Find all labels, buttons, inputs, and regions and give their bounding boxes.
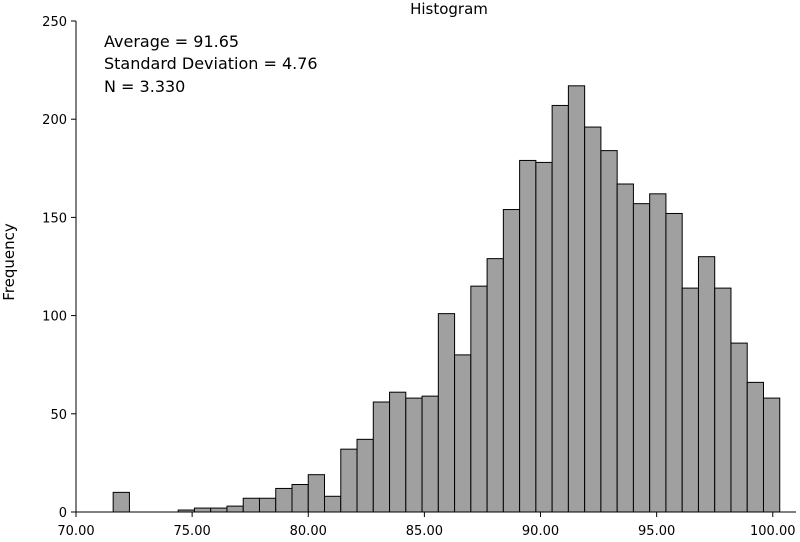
y-axis-label: Frequency	[0, 223, 18, 301]
histogram-bar	[486, 258, 504, 513]
stat-count: N = 3.330	[104, 77, 185, 96]
histogram-bar	[535, 161, 553, 513]
histogram-bar	[616, 183, 634, 513]
y-tick-label: 100	[42, 310, 67, 325]
histogram-bar	[291, 484, 309, 513]
histogram-bar	[600, 150, 618, 513]
y-tick-label: 50	[50, 408, 67, 423]
histogram-bar	[372, 401, 391, 513]
histogram-bar	[730, 342, 748, 513]
y-tick-label: 200	[42, 113, 67, 128]
histogram-bar	[584, 126, 602, 513]
x-tick-label: 100.00	[750, 524, 796, 539]
stat-average: Average = 91.65	[104, 32, 239, 51]
x-tick-label: 75.00	[174, 524, 211, 539]
histogram-bar	[193, 507, 212, 513]
y-tick-label: 150	[42, 211, 67, 226]
y-tick-label: 0	[59, 506, 67, 521]
histogram-bar	[405, 397, 423, 513]
histogram-bar	[421, 395, 439, 513]
histogram-bar	[762, 397, 781, 513]
histogram-bar	[356, 438, 374, 513]
histogram-bar	[665, 212, 683, 513]
histogram-bar	[697, 256, 716, 513]
histogram-bar	[681, 287, 699, 513]
histogram-bar	[519, 159, 537, 513]
histogram-bar	[470, 285, 488, 513]
histogram-bar	[258, 497, 277, 513]
histogram-bar	[112, 491, 130, 513]
histogram-bar	[437, 313, 456, 513]
histogram-bar	[649, 193, 667, 513]
histogram-bar	[307, 474, 326, 513]
histogram-bar	[746, 381, 764, 513]
histogram-bar	[567, 85, 586, 513]
x-axis: 70.00 75.00 80.00 85.00 90.00 95.00 100.00	[57, 511, 796, 539]
histogram-bar	[714, 287, 732, 513]
histogram-bar	[324, 495, 342, 513]
x-tick-label: 95.00	[638, 524, 675, 539]
histogram-bar	[551, 104, 569, 513]
histogram-bar	[210, 507, 228, 513]
x-tick-label: 70.00	[57, 524, 94, 539]
stat-standard-deviation: Standard Deviation = 4.76	[104, 54, 318, 73]
y-axis: 0 50 100 150 200 250	[42, 15, 77, 521]
histogram-bar	[242, 497, 260, 513]
y-tick-label: 250	[42, 15, 67, 30]
histogram-bar	[275, 487, 293, 513]
x-tick-label: 85.00	[406, 524, 443, 539]
histogram-bar	[226, 505, 244, 513]
x-tick-label: 90.00	[522, 524, 559, 539]
chart-title: Histogram	[410, 0, 488, 18]
histogram-bars	[112, 85, 781, 513]
histogram-bar	[454, 354, 472, 513]
histogram-bar	[389, 391, 407, 513]
histogram-bar	[632, 203, 651, 513]
histogram-bar	[340, 448, 358, 513]
histogram-bar	[502, 209, 521, 513]
x-tick-label: 80.00	[290, 524, 327, 539]
statistics-annotation: Average = 91.65 Standard Deviation = 4.7…	[104, 32, 318, 96]
